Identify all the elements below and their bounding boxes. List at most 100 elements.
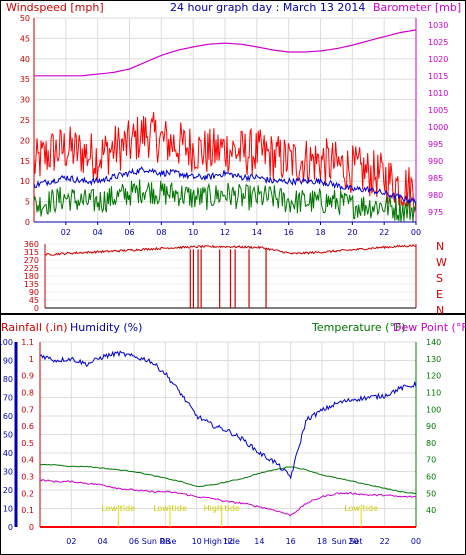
bottom-hour-tick-label: 06 — [129, 537, 139, 546]
rainfall-tick-label: 0.4 — [21, 456, 34, 465]
windspeed-tick-label: 35 — [20, 75, 30, 84]
rainfall-tick-label: 0.5 — [21, 439, 34, 448]
windspeed-low-series — [33, 179, 417, 223]
temperature-tick-label: 70 — [426, 456, 436, 465]
barometer-tick-label: 1010 — [428, 89, 448, 98]
hour-tick-label: 04 — [93, 228, 103, 237]
direction-tick-label: 0 — [34, 304, 39, 313]
humidity-tick-label: 10 — [3, 505, 13, 514]
direction-tick-label: 135 — [24, 280, 39, 289]
barometer-tick-label: 1000 — [428, 123, 448, 132]
rainfall-tick-label: 0.2 — [21, 489, 34, 498]
hour-tick-label: 18 — [315, 228, 325, 237]
direction-tick-label: 225 — [24, 264, 39, 273]
hour-tick-label: 22 — [379, 228, 389, 237]
rainfall-axis-label: Rainfall (.in) — [1, 321, 68, 334]
barometer-axis-label: Barometer [mb] — [373, 1, 461, 14]
rainfall-tick-label: 0.1 — [21, 506, 34, 515]
hour-tick-label: 06 — [124, 228, 134, 237]
humidity-tick-label: 90 — [3, 357, 13, 366]
humidity-tick-label: 0 — [8, 523, 13, 532]
rainfall-tick-label: 0.9 — [21, 372, 34, 381]
dew-point-axis-label: Dew Point (°F) — [393, 321, 466, 334]
bottom-hour-tick-label: 22 — [380, 537, 390, 546]
event-label: Sun Set — [332, 537, 363, 546]
bottom-hour-tick-label: 12 — [223, 537, 233, 546]
humidity-tick-label: 20 — [3, 486, 13, 495]
temperature-tick-label: 100 — [426, 405, 441, 414]
temperature-tick-label: 130 — [426, 355, 441, 364]
hour-tick-label: 02 — [61, 228, 71, 237]
humidity-tick-label: 80 — [3, 375, 13, 384]
compass-label: S — [436, 272, 443, 285]
rainfall-tick-label: 0.3 — [21, 473, 34, 482]
dew-point-series — [39, 478, 417, 517]
humidity-series — [39, 350, 417, 480]
direction-tick-label: 90 — [29, 288, 39, 297]
tide-label: High tide — [204, 504, 240, 513]
humidity-axis-label: Humidity (%) — [70, 321, 142, 334]
rainfall-tick-label: 0.6 — [21, 422, 34, 431]
direction-tick-label: 315 — [24, 248, 39, 257]
temperature-tick-label: 60 — [426, 473, 436, 482]
temperature-series — [39, 463, 417, 495]
bottom-hour-tick-label: 00 — [411, 537, 421, 546]
temperature-tick-label: 90 — [426, 422, 436, 431]
rainfall-tick-label: 1 — [29, 355, 34, 364]
rainfall-tick-label: 0.7 — [21, 405, 34, 414]
wind-barometer-chart: 0510152025303540455097598098599099510001… — [20, 14, 449, 237]
temperature-tick-label: 110 — [426, 388, 441, 397]
bottom-hour-tick-label: 16 — [286, 537, 296, 546]
windspeed-tick-label: 40 — [20, 55, 30, 64]
direction-tick-label: 270 — [24, 256, 39, 265]
barometer-tick-label: 1015 — [428, 72, 448, 81]
barometer-tick-label: 975 — [428, 208, 443, 217]
temperature-tick-label: 140 — [426, 338, 441, 347]
wind-direction-series — [44, 244, 417, 256]
barometer-tick-label: 1025 — [428, 38, 448, 47]
windspeed-tick-label: 50 — [20, 14, 30, 23]
bottom-hour-tick-label: 14 — [254, 537, 264, 546]
bottom-hour-tick-label: 02 — [66, 537, 76, 546]
humidity-tick-label: 60 — [3, 412, 13, 421]
barometer-series — [34, 29, 417, 77]
direction-tick-label: 360 — [24, 240, 39, 249]
temperature-tick-label: 50 — [426, 489, 436, 498]
windspeed-axis-label: Windspeed [mph] — [6, 1, 104, 14]
hour-tick-label: 08 — [156, 228, 166, 237]
humidity-tick-label: 40 — [3, 449, 13, 458]
bottom-hour-tick-label: 10 — [192, 537, 202, 546]
hour-tick-label: 14 — [252, 228, 262, 237]
barometer-tick-label: 1030 — [428, 21, 448, 30]
humidity-tick-label: 70 — [3, 394, 13, 403]
compass-label: N — [436, 240, 444, 253]
windspeed-tick-label: 20 — [20, 136, 30, 145]
windspeed-tick-label: 15 — [20, 157, 30, 166]
temperature-tick-label: 40 — [426, 506, 436, 515]
humidity-tick-label: 30 — [3, 468, 13, 477]
barometer-tick-label: 980 — [428, 191, 443, 200]
bottom-hour-tick-label: 04 — [98, 537, 108, 546]
bottom-hour-tick-label: 08 — [160, 537, 170, 546]
windspeed-tick-label: 5 — [25, 198, 30, 207]
direction-tick-label: 180 — [24, 272, 39, 281]
bottom-hour-tick-label: 20 — [348, 537, 358, 546]
chart-title: 24 hour graph day : March 13 2014 — [170, 1, 365, 14]
hour-tick-label: 00 — [411, 228, 421, 237]
event-label: High tide — [204, 537, 240, 546]
barometer-tick-label: 1005 — [428, 106, 448, 115]
rainfall-tick-label: 1.1 — [21, 338, 34, 347]
rainfall-tick-label: 0 — [29, 523, 34, 532]
barometer-tick-label: 990 — [428, 157, 443, 166]
direction-tick-label: 45 — [29, 296, 39, 305]
hour-tick-label: 16 — [284, 228, 294, 237]
temperature-axis-label: Temperature (°F) — [311, 321, 406, 334]
windspeed-tick-label: 30 — [20, 96, 30, 105]
compass-label: W — [436, 256, 447, 269]
rainfall-tick-label: 0.8 — [21, 388, 34, 397]
windspeed-tick-label: 45 — [20, 34, 30, 43]
